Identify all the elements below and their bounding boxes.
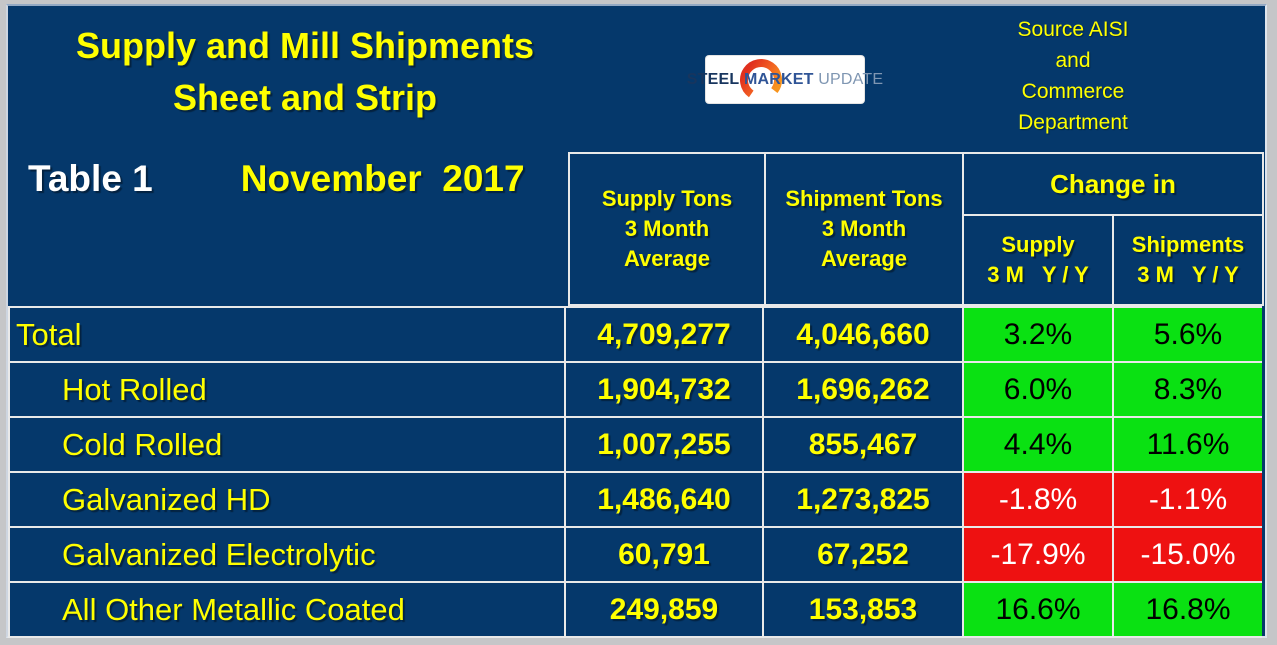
table-caption: Table 1 November 2017 <box>28 158 525 200</box>
header-change-supply: Supply 3 M Y / Y <box>964 216 1112 304</box>
supply-tons-value: 249,859 <box>566 583 762 636</box>
logo-word-update: UPDATE <box>818 70 884 88</box>
source-line4: Department <box>1018 111 1128 134</box>
shipments-change-value: 16.8% <box>1114 583 1262 636</box>
supply-tons-value: 4,709,277 <box>566 308 762 361</box>
header-change-in: Change in <box>964 154 1262 214</box>
shipment-tons-value: 153,853 <box>764 583 962 636</box>
supply-change-value: 3.2% <box>964 308 1112 361</box>
logo-wordmark: STEEL MARKET UPDATE <box>687 71 883 89</box>
shipments-change-value: 8.3% <box>1114 363 1262 416</box>
supply-change-value: 16.6% <box>964 583 1112 636</box>
page-title-line2: Sheet and Strip <box>172 77 438 118</box>
shipment-tons-value: 855,467 <box>764 418 962 471</box>
row-label: Total <box>10 308 564 361</box>
shipment-tons-value: 67,252 <box>764 528 962 581</box>
row-label: All Other Metallic Coated <box>10 583 564 636</box>
supply-change-value: -17.9% <box>964 528 1112 581</box>
source-attribution: Source AISI and Commerce Department <box>948 14 1198 138</box>
supply-change-value: 4.4% <box>964 418 1112 471</box>
slide-background: Supply and Mill Shipments Sheet and Stri… <box>6 4 1267 638</box>
supply-tons-value: 60,791 <box>566 528 762 581</box>
shipments-change-value: -1.1% <box>1114 473 1262 526</box>
source-line3: Commerce <box>1021 80 1125 103</box>
shipment-tons-value: 4,046,660 <box>764 308 962 361</box>
header-supply-tons: Supply Tons 3 Month Average <box>570 154 764 304</box>
row-label: Galvanized Electrolytic <box>10 528 564 581</box>
logo-word-market: MARKET <box>744 70 814 88</box>
shipments-change-value: 11.6% <box>1114 418 1262 471</box>
logo-crescent-icon <box>740 59 782 101</box>
source-line2: and <box>1055 49 1091 72</box>
shipment-tons-value: 1,273,825 <box>764 473 962 526</box>
report-period: November 2017 <box>240 158 525 199</box>
supply-tons-value: 1,904,732 <box>566 363 762 416</box>
row-label: Hot Rolled <box>10 363 564 416</box>
header-change-shipments: Shipments 3 M Y / Y <box>1114 216 1262 304</box>
page-title-line1: Supply and Mill Shipments <box>75 25 535 66</box>
supply-change-value: -1.8% <box>964 473 1112 526</box>
table-header: Supply Tons 3 Month Average Shipment Ton… <box>568 152 1264 306</box>
steel-market-update-logo: STEEL MARKET UPDATE <box>687 56 883 103</box>
source-line1: Source AISI <box>1017 18 1129 41</box>
header-shipment-tons: Shipment Tons 3 Month Average <box>766 154 962 304</box>
shipment-tons-value: 1,696,262 <box>764 363 962 416</box>
logo-word-steel: STEEL <box>686 70 740 88</box>
supply-tons-value: 1,007,255 <box>566 418 762 471</box>
row-label: Cold Rolled <box>10 418 564 471</box>
shipments-change-value: 5.6% <box>1114 308 1262 361</box>
shipments-change-value: -15.0% <box>1114 528 1262 581</box>
supply-tons-value: 1,486,640 <box>566 473 762 526</box>
supply-change-value: 6.0% <box>964 363 1112 416</box>
row-label: Galvanized HD <box>10 473 564 526</box>
page-title: Supply and Mill Shipments Sheet and Stri… <box>22 20 588 124</box>
table-number-label: Table 1 <box>28 158 153 199</box>
data-table: Total 4,709,277 4,046,660 3.2% 5.6% Hot … <box>8 306 1262 638</box>
